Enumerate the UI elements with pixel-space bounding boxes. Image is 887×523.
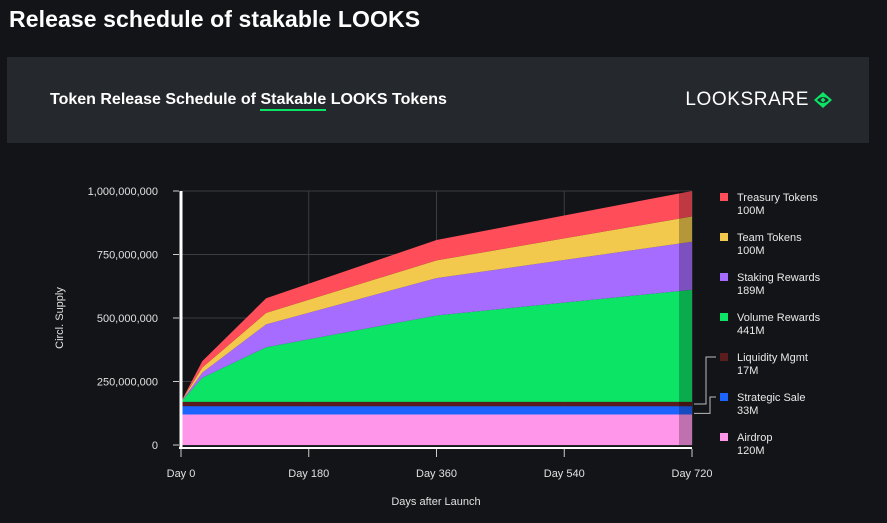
legend-swatch-treasury-tokens <box>720 193 728 201</box>
right-edge-shade <box>679 191 692 445</box>
legend-amount-liquidity-mgmt: 17M <box>737 365 758 377</box>
area-treasury-tokens <box>181 191 692 402</box>
x-tick-label: Day 720 <box>672 468 713 480</box>
x-axis-title: Days after Launch <box>391 496 480 508</box>
x-tick-label: Day 180 <box>288 468 329 480</box>
legend-swatch-team-tokens <box>720 233 728 241</box>
page-title: Release schedule of stakable LOOKS <box>9 6 421 32</box>
y-tick-label: 1,000,000,000 <box>88 186 158 198</box>
x-tick-label: Day 360 <box>416 468 457 480</box>
banner-title-highlight: Stakable <box>260 91 327 111</box>
legend-amount-airdrop: 120M <box>737 445 765 457</box>
area-layers <box>181 191 692 445</box>
legend-amount-volume-rewards: 441M <box>737 325 765 337</box>
legend-label-strategic-sale: Strategic Sale <box>737 392 805 404</box>
banner-title-suffix: LOOKS Tokens <box>326 91 447 108</box>
area-strategic-sale <box>181 406 692 415</box>
legend-label-treasury-tokens: Treasury Tokens <box>737 192 818 204</box>
legend-label-airdrop: Airdrop <box>737 432 772 444</box>
banner-title: Token Release Schedule of Stakable LOOKS… <box>50 91 447 111</box>
legend-amount-team-tokens: 100M <box>737 245 765 257</box>
x-tick-label: Day 0 <box>167 468 196 480</box>
legend-swatch-liquidity-mgmt <box>720 353 728 361</box>
logo-text: LOOKSRARE <box>685 89 809 110</box>
legend-amount-treasury-tokens: 100M <box>737 205 765 217</box>
legend-label-staking-rewards: Staking Rewards <box>737 272 821 284</box>
area-staking-rewards <box>181 241 692 402</box>
y-tick-label: 250,000,000 <box>97 377 158 389</box>
looksrare-logo: LOOKSRARE <box>685 89 833 111</box>
eye-diamond-icon <box>814 92 832 108</box>
tick-labels: 0 250,000,000 500,000,000 750,000,000 1,000,… <box>88 186 713 480</box>
legend-swatch-volume-rewards <box>720 313 728 321</box>
leader-line-strategic <box>694 396 716 414</box>
legend-swatch-strategic-sale <box>720 393 728 401</box>
area-team-tokens <box>181 216 692 402</box>
banner-title-prefix: Token Release Schedule of <box>50 91 261 108</box>
legend-label-liquidity-mgmt: Liquidity Mgmt <box>737 352 808 364</box>
area-airdrop <box>181 414 692 445</box>
y-tick-label: 0 <box>152 440 158 452</box>
legend-swatch-staking-rewards <box>720 273 728 281</box>
legend-amount-strategic-sale: 33M <box>737 405 758 417</box>
leader-line-liquidity <box>694 356 716 405</box>
area-volume-rewards <box>181 289 692 402</box>
y-axis-title: Circl. Supply <box>54 287 66 349</box>
axes <box>179 191 692 449</box>
y-tick-label: 500,000,000 <box>97 313 158 325</box>
x-tick-label: Day 540 <box>544 468 585 480</box>
y-tick-label: 750,000,000 <box>97 250 158 262</box>
legend-swatch-airdrop <box>720 433 728 441</box>
legend-amount-staking-rewards: 189M <box>737 285 765 297</box>
legend-label-team-tokens: Team Tokens <box>737 232 802 244</box>
legend-label-volume-rewards: Volume Rewards <box>737 312 821 324</box>
area-liquidity-mgmt <box>181 401 692 407</box>
chart-banner: Token Release Schedule of Stakable LOOKS… <box>7 57 869 143</box>
